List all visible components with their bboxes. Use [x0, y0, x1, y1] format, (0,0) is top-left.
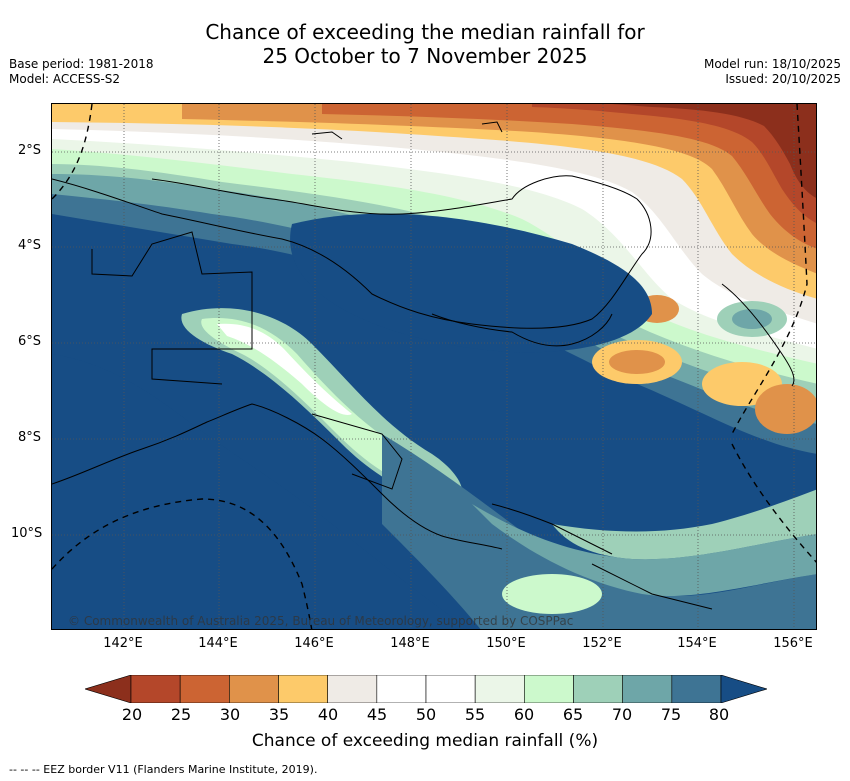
colorbar	[85, 675, 767, 703]
meta-left: Base period: 1981-2018 Model: ACCESS-S2	[9, 57, 154, 87]
cbar-extend-low	[85, 675, 132, 703]
cbar-tick-55: 55	[464, 705, 486, 724]
cbar-segment-25	[179, 675, 230, 703]
colorbar-title: Chance of exceeding median rainfall (%)	[251, 731, 599, 751]
cbar-segment-40	[327, 675, 378, 703]
png-south-coast	[52, 403, 503, 550]
eez-east	[731, 104, 808, 435]
eez-south	[52, 498, 313, 629]
lon-label-146e: 146°E	[294, 636, 334, 651]
contour-40	[52, 104, 816, 299]
coastlines	[52, 121, 795, 610]
cbar-segment-35	[278, 675, 328, 703]
eez-borders	[52, 104, 816, 629]
png-north-coast	[52, 175, 652, 329]
cbar-segment-50	[425, 675, 476, 703]
contour-south-60	[502, 574, 602, 614]
island-north	[311, 131, 343, 140]
lon-label-154e: 154°E	[677, 636, 717, 651]
lat-label-10s: 10°S	[11, 526, 43, 541]
cbar-tick-40: 40	[317, 705, 339, 724]
cbar-extend-high	[720, 675, 767, 703]
rainfall-map[interactable]	[51, 103, 817, 630]
title-line-2: 25 October to 7 November 2025	[262, 44, 588, 68]
contour-south-70	[472, 504, 816, 596]
lon-label-148e: 148°E	[390, 636, 430, 651]
model-name: Model: ACCESS-S2	[9, 72, 121, 86]
cbar-tick-45: 45	[366, 705, 388, 724]
contour-35	[182, 104, 816, 274]
lon-label-144e: 144°E	[198, 636, 238, 651]
cbar-tick-65: 65	[562, 705, 584, 724]
contour-south-75	[382, 434, 816, 629]
contour-south-80	[52, 354, 470, 629]
louisiade-islands	[591, 563, 713, 610]
contour-interior-50	[217, 323, 352, 415]
cbar-tick-20: 20	[121, 705, 143, 724]
cbar-segment-70	[622, 675, 673, 703]
bougainville-coast	[721, 283, 795, 387]
base-period: Base period: 1981-2018	[9, 57, 154, 71]
contour-interior-60	[201, 318, 430, 489]
contour-20	[612, 104, 816, 198]
model-run: Model run: 18/10/2025	[703, 57, 841, 71]
map-copyright: © Commonwealth of Australia 2025, Bureau…	[68, 614, 574, 628]
cbar-segment-55	[474, 675, 525, 703]
new-britain-coast	[431, 313, 613, 347]
lat-label-4s: 4°S	[18, 238, 42, 253]
interior-border	[311, 413, 403, 490]
lat-label-2s: 2°S	[18, 143, 42, 158]
se-coast	[491, 503, 613, 555]
page-title: Chance of exceeding the median rainfall …	[0, 20, 850, 68]
contour-25	[532, 104, 816, 223]
island-manus	[481, 121, 503, 133]
png-province-borders	[91, 231, 253, 385]
lon-label-142e: 142°E	[103, 636, 143, 651]
cbar-segment-65	[573, 675, 623, 703]
cbar-segment-20	[130, 675, 181, 703]
cbar-segment-45	[376, 675, 427, 703]
graticule	[52, 104, 816, 629]
contour-45	[52, 104, 816, 324]
cbar-segment-30	[229, 675, 279, 703]
contour-blob-35-a	[609, 350, 665, 374]
cbar-tick-70: 70	[611, 705, 633, 724]
contour-blob-70	[732, 309, 772, 329]
contour-blob-35-b	[755, 384, 816, 434]
lon-label-152e: 152°E	[582, 636, 622, 651]
cbar-segment-75	[671, 675, 722, 703]
cbar-segment-60	[524, 675, 574, 703]
eez-legend: -- -- -- EEZ border V11 (Flanders Marine…	[9, 763, 318, 776]
contour-south-65	[552, 489, 816, 560]
lon-label-150e: 150°E	[486, 636, 526, 651]
cbar-tick-35: 35	[268, 705, 290, 724]
cbar-tick-60: 60	[513, 705, 535, 724]
rainfall-map-svg	[52, 104, 816, 629]
lon-label-156e: 156°E	[773, 636, 813, 651]
cbar-tick-80: 80	[708, 705, 730, 724]
cbar-tick-75: 75	[660, 705, 682, 724]
title-line-1: Chance of exceeding the median rainfall …	[205, 20, 645, 44]
lat-label-8s: 8°S	[18, 430, 42, 445]
issued-date: Issued: 20/10/2025	[725, 72, 841, 86]
cbar-tick-30: 30	[219, 705, 241, 724]
eez-west	[52, 104, 93, 200]
meta-right: Model run: 18/10/2025 Issued: 20/10/2025	[704, 57, 841, 87]
lat-label-6s: 6°S	[18, 334, 42, 349]
cbar-tick-25: 25	[170, 705, 192, 724]
cbar-tick-50: 50	[415, 705, 437, 724]
eez-southeast	[731, 443, 816, 563]
contour-80-core	[290, 213, 652, 353]
